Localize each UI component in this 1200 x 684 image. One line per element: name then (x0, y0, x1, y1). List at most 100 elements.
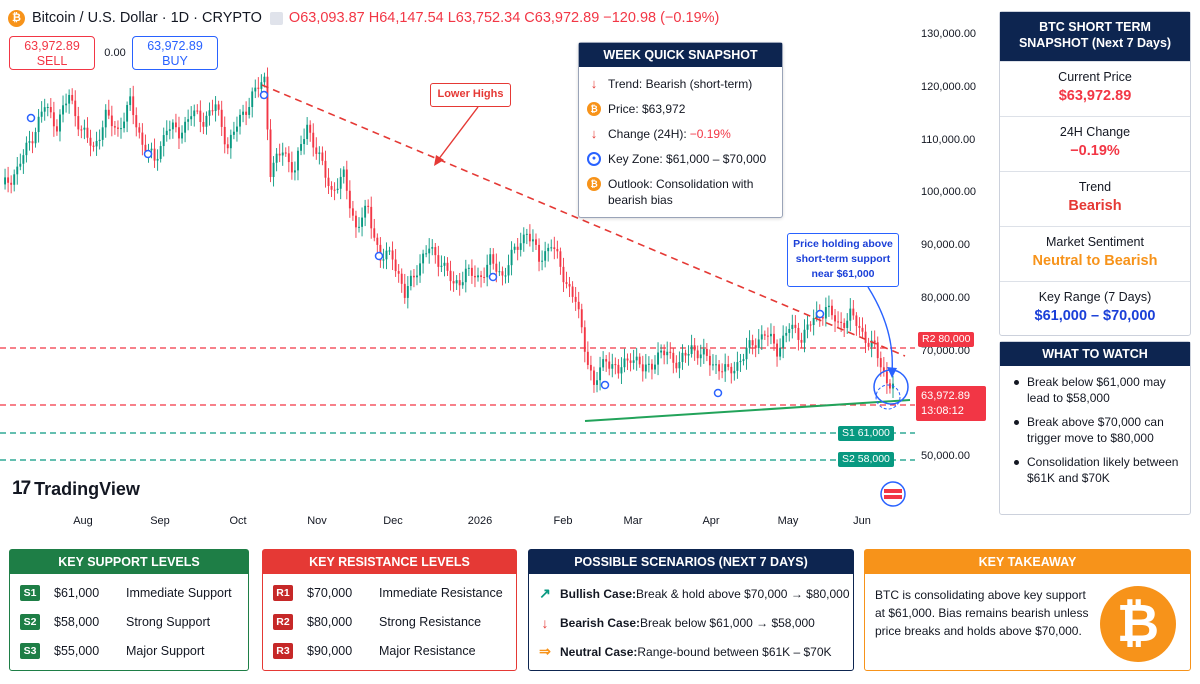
week-price: Price: $63,972 (608, 102, 686, 116)
candle-body (879, 358, 882, 368)
candle-body (434, 247, 437, 256)
candle-body (721, 371, 724, 373)
candle-body (699, 354, 702, 359)
candle-body (690, 345, 693, 354)
candle-body (498, 271, 501, 273)
price-axis-label: 130,000.00 (921, 28, 977, 40)
candle-body (49, 106, 52, 113)
candle-body (672, 352, 675, 363)
candle-body (638, 356, 641, 365)
ohlc-low: L63,752.34 (447, 10, 521, 26)
candle-body (611, 364, 614, 369)
candle-body (437, 255, 440, 267)
candle-body (531, 239, 534, 242)
candle-body (629, 360, 632, 363)
scenarios-panel: POSSIBLE SCENARIOS (NEXT 7 DAYS) ↗ Bulli… (528, 549, 854, 671)
candle-body (22, 155, 25, 164)
event-marker (259, 90, 269, 100)
support-highlight-inner (875, 384, 901, 410)
candle-body (293, 170, 296, 173)
s2-level-tag: S2 58,000 (838, 452, 894, 467)
support-price: $61,000 (54, 585, 100, 600)
candle-body (196, 110, 199, 112)
candle-body (855, 315, 858, 326)
candle-body (193, 110, 196, 117)
candle-body (861, 327, 864, 332)
candle-body (135, 115, 138, 128)
candle-body (492, 254, 495, 264)
week-outlook-row: ₿ Outlook: Consolidation with bearish bi… (579, 176, 782, 208)
candle-body (217, 104, 220, 110)
sell-button[interactable]: 63,972.89 SELL (9, 36, 95, 70)
candle-body (794, 324, 797, 328)
candle-body (144, 144, 147, 153)
candle-body (550, 247, 553, 249)
candle-body (370, 206, 373, 229)
price-chart[interactable] (0, 30, 990, 525)
candle-body (113, 126, 116, 128)
candle-body (306, 124, 309, 140)
event-marker (374, 251, 384, 261)
candle-body (355, 215, 357, 228)
change-label: 24H Change (1059, 125, 1131, 139)
candle-body (187, 119, 190, 122)
candle-body (34, 132, 37, 144)
event-markers (26, 90, 825, 398)
candle-body (525, 233, 528, 235)
candle-body (266, 76, 269, 130)
support-desc: Immediate Support (126, 585, 232, 600)
candle-body (309, 124, 312, 133)
support-trendline (584, 399, 911, 422)
candle-body (769, 333, 772, 337)
candle-body (89, 137, 92, 146)
candle-body (80, 129, 83, 131)
candle-body (416, 275, 418, 278)
takeaway-text: BTC is consolidating above key support a… (875, 588, 1089, 638)
candle-body (641, 364, 644, 372)
candle-body (803, 329, 806, 343)
scenarios-title: POSSIBLE SCENARIOS (NEXT 7 DAYS) (529, 550, 853, 574)
candle-body (95, 140, 98, 147)
candle-body (300, 144, 302, 151)
candle-body (470, 267, 473, 276)
candle-body (718, 364, 721, 372)
time-axis-label: 2026 (467, 515, 493, 527)
tradingview-logo[interactable]: 17 TradingView (12, 478, 140, 500)
time-axis-label: Nov (307, 515, 327, 527)
candle-body (126, 105, 129, 122)
buy-price: 63,972.89 (147, 39, 203, 53)
candle-body (226, 144, 229, 149)
symbol-menu-icon[interactable] (269, 11, 283, 25)
symbol-title[interactable]: Bitcoin / U.S. Dollar · 1D · CRYPTO (32, 10, 262, 26)
scenario-name: Bullish Case: (560, 586, 637, 601)
buy-button[interactable]: 63,972.89 BUY (132, 36, 218, 70)
sell-price: 63,972.89 (24, 39, 80, 53)
candle-body (211, 110, 214, 112)
candle-body (333, 189, 336, 191)
candle-body (538, 244, 540, 262)
arrow-down-icon: ↓ (590, 126, 598, 141)
watch-item: Break above $70,000 can trigger move to … (1014, 414, 1182, 446)
candle-body (260, 82, 263, 89)
candle-body (696, 350, 699, 359)
candle-body (626, 358, 629, 361)
candle-body (367, 205, 370, 207)
candle-body (153, 148, 156, 161)
candle-body (55, 126, 58, 132)
change-value: −0.19% (1070, 143, 1120, 159)
brand-name: TradingView (34, 478, 140, 499)
candle-body (348, 190, 351, 209)
candle-body (406, 286, 409, 298)
flag-icon[interactable] (880, 481, 906, 507)
candle-body (458, 280, 461, 286)
event-marker (26, 113, 36, 123)
candle-body (71, 94, 74, 101)
support-desc: Major Support (126, 643, 205, 658)
candle-body (318, 152, 321, 154)
candle-body (797, 327, 800, 340)
candle-body (263, 76, 266, 83)
bitcoin-icon: ₿ (8, 9, 25, 27)
candle-body (528, 233, 531, 242)
candle-body (351, 208, 354, 216)
event-marker (815, 309, 825, 319)
